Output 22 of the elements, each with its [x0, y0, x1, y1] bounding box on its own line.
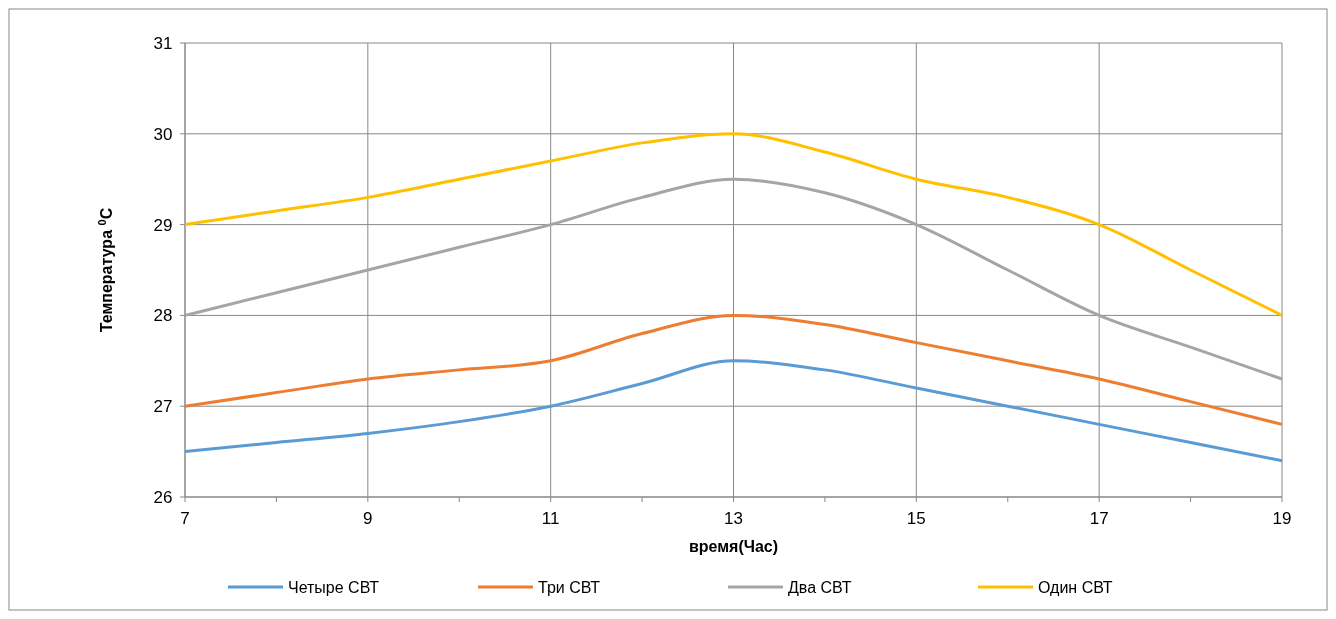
- line-series: [183, 132, 1284, 317]
- y-tick-label: 30: [153, 124, 173, 144]
- x-axis-title: время(Час): [688, 538, 779, 555]
- y-tick-label: 26: [153, 487, 173, 507]
- x-tick-label: 13: [724, 509, 743, 528]
- x-tick-label: 9: [363, 509, 373, 528]
- y-tick-label: 28: [153, 306, 173, 326]
- x-tick-label: 7: [180, 509, 190, 528]
- legend-label: Четыре СВТ: [288, 578, 380, 596]
- line-series: [183, 177, 1284, 381]
- line-series: [183, 359, 1284, 463]
- y-tick-label: 31: [153, 33, 173, 53]
- y-tick-label: 27: [153, 397, 173, 417]
- x-tick-label: 15: [906, 509, 926, 528]
- legend-label: Два СВТ: [788, 578, 852, 596]
- x-tick-label: 17: [1089, 509, 1109, 528]
- y-tick-label: 29: [153, 215, 173, 235]
- legend-label: Один СВТ: [1038, 578, 1113, 596]
- legend-label: Три СВТ: [538, 578, 601, 596]
- x-tick-label: 19: [1272, 509, 1292, 528]
- x-tick-label: 11: [541, 509, 560, 528]
- line-series: [183, 313, 1284, 426]
